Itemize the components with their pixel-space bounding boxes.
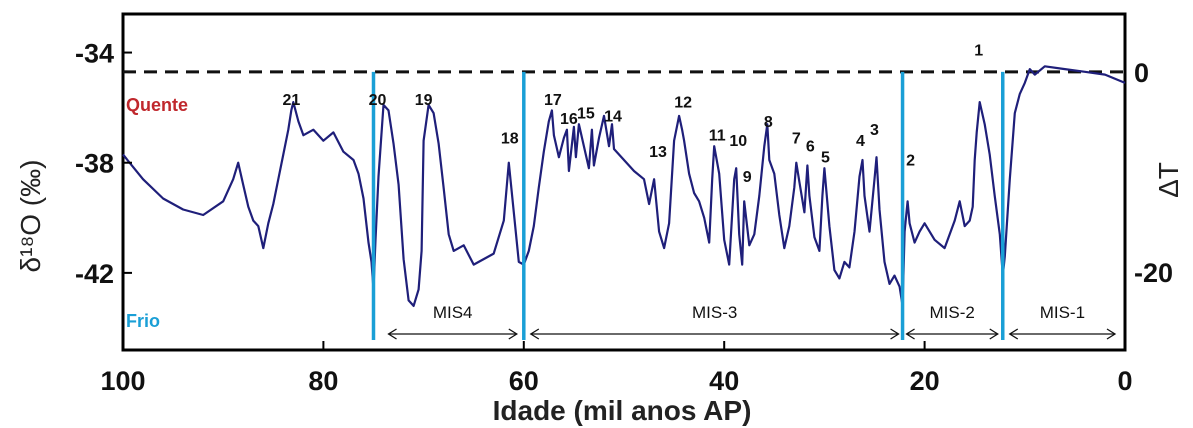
x-tick-label-5: 0: [1117, 366, 1132, 396]
event-label-17: 17: [544, 92, 562, 109]
mis-arrowhead-right-3: [1106, 328, 1117, 340]
event-label-6: 6: [806, 139, 815, 156]
x-tick-label-3: 40: [709, 366, 739, 396]
x-tick-label-2: 60: [509, 366, 539, 396]
cold-annotation: Frio: [126, 311, 160, 331]
y-tick-label-right-1: -20: [1134, 258, 1173, 288]
stadial-lines: [371, 71, 1005, 340]
mis-arrowhead-right-2: [989, 328, 999, 340]
event-label-15: 15: [577, 106, 595, 123]
event-label-21: 21: [282, 92, 300, 109]
mis-arrowhead-left-3: [1008, 328, 1019, 340]
x-tick-label-4: 20: [910, 366, 940, 396]
plot-area: [121, 12, 1127, 352]
y-tick-label-left-0: -34: [75, 39, 114, 69]
plot-border: [121, 12, 1127, 352]
event-label-14: 14: [604, 108, 622, 125]
mis-label-1: MIS-3: [692, 303, 737, 322]
series-layer: [122, 65, 1126, 307]
event-label-8: 8: [764, 114, 773, 131]
mis-label-2: MIS-2: [929, 303, 974, 322]
mis-arrowhead-left-2: [905, 328, 915, 340]
y-tick-label-right-0: 0: [1134, 58, 1149, 88]
y-tick-label-left-2: -42: [75, 259, 114, 289]
y-axis-title-right: ΔT: [1153, 162, 1184, 198]
event-label-11: 11: [709, 128, 726, 145]
mis-label-3: MIS-1: [1040, 303, 1085, 322]
event-label-20: 20: [369, 92, 387, 109]
y-axis-title-left: δ¹⁸O (‰): [15, 160, 46, 273]
mis-arrowhead-right-0: [508, 328, 519, 340]
event-label-13: 13: [649, 144, 667, 161]
event-label-1: 1: [974, 42, 983, 59]
event-label-12: 12: [674, 95, 692, 112]
warm-annotation: Quente: [126, 95, 188, 115]
mis-arrowhead-left-1: [529, 328, 540, 340]
event-label-3: 3: [870, 122, 879, 139]
event-label-10: 10: [729, 133, 747, 150]
event-label-16: 16: [560, 111, 578, 128]
event-label-4: 4: [856, 133, 865, 150]
mis-arrowhead-right-1: [890, 328, 900, 340]
event-label-2: 2: [906, 152, 915, 169]
mis-periods: MIS4 MIS-3 MIS-2 MIS-1: [387, 303, 1117, 340]
event-label-18: 18: [501, 130, 519, 147]
axis-ticks: 100 80 60 40 20 0 -34 -38 -42 0 -20: [75, 39, 1173, 396]
x-tick-label-0: 100: [100, 366, 145, 396]
event-label-5: 5: [821, 150, 830, 167]
x-axis-title: Idade (mil anos AP): [493, 395, 752, 426]
y-tick-label-left-1: -38: [75, 149, 114, 179]
x-tick-label-1: 80: [308, 366, 338, 396]
mis-arrowhead-left-0: [387, 328, 397, 340]
event-label-7: 7: [792, 130, 801, 147]
event-label-9: 9: [743, 169, 752, 186]
event-label-19: 19: [415, 92, 433, 109]
mis-label-0: MIS4: [433, 303, 473, 322]
series-line-0: [122, 65, 1126, 307]
